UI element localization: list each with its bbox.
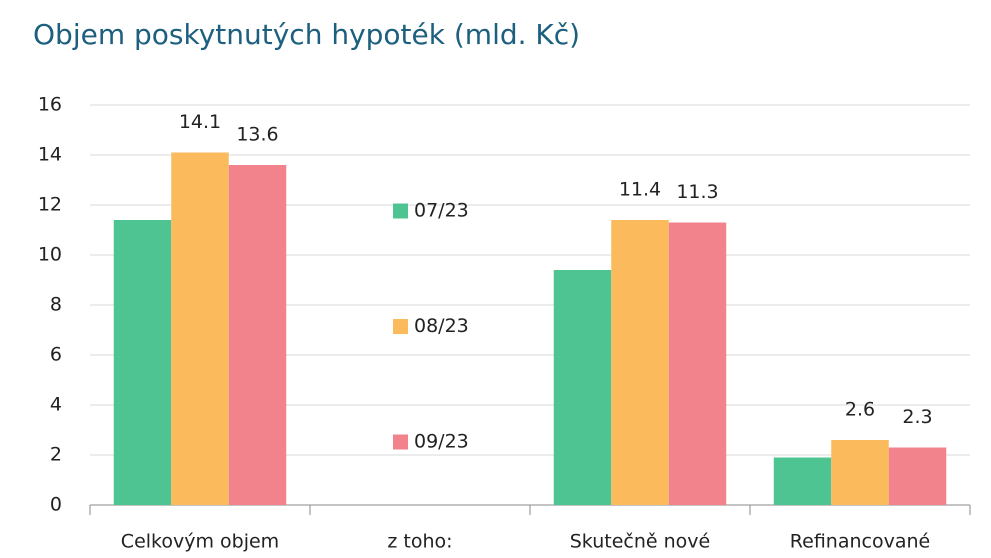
legend-swatch (393, 319, 408, 334)
legend-label: 07/23 (414, 200, 469, 222)
x-tick-label: Skutečně nové (570, 531, 710, 553)
data-label: 2.3 (902, 406, 932, 428)
bar (113, 220, 172, 505)
bar (888, 447, 947, 505)
data-label: 14.1 (179, 111, 221, 133)
x-tick-label: Celkovým objem (121, 531, 279, 553)
bar (773, 457, 832, 505)
data-label: 2.6 (845, 399, 875, 421)
legend-swatch (393, 203, 408, 219)
y-tick-label: 16 (38, 94, 62, 116)
y-tick-label: 4 (50, 394, 62, 416)
bar (611, 220, 669, 505)
y-tick-label: 8 (50, 294, 62, 316)
data-label: 11.4 (619, 179, 661, 201)
legend-label: 09/23 (414, 431, 469, 453)
legend-label: 08/23 (414, 315, 469, 337)
data-label: 13.6 (236, 124, 278, 146)
bar (668, 222, 727, 505)
y-tick-label: 0 (50, 494, 62, 516)
bar (228, 165, 287, 505)
data-label: 11.3 (676, 181, 718, 203)
y-tick-label: 10 (38, 244, 62, 266)
chart-title: Objem poskytnutých hypoték (mld. Kč) (33, 18, 580, 51)
bar (171, 152, 229, 505)
x-tick-label: Refinancované (790, 531, 930, 553)
y-tick-label: 2 (50, 444, 62, 466)
y-tick-label: 6 (50, 344, 62, 366)
x-tick-label: z toho: (387, 531, 452, 553)
y-tick-label: 14 (38, 144, 62, 166)
bar (831, 440, 889, 505)
y-tick-label: 12 (38, 194, 62, 216)
legend-swatch (393, 434, 408, 450)
bar (553, 270, 612, 505)
